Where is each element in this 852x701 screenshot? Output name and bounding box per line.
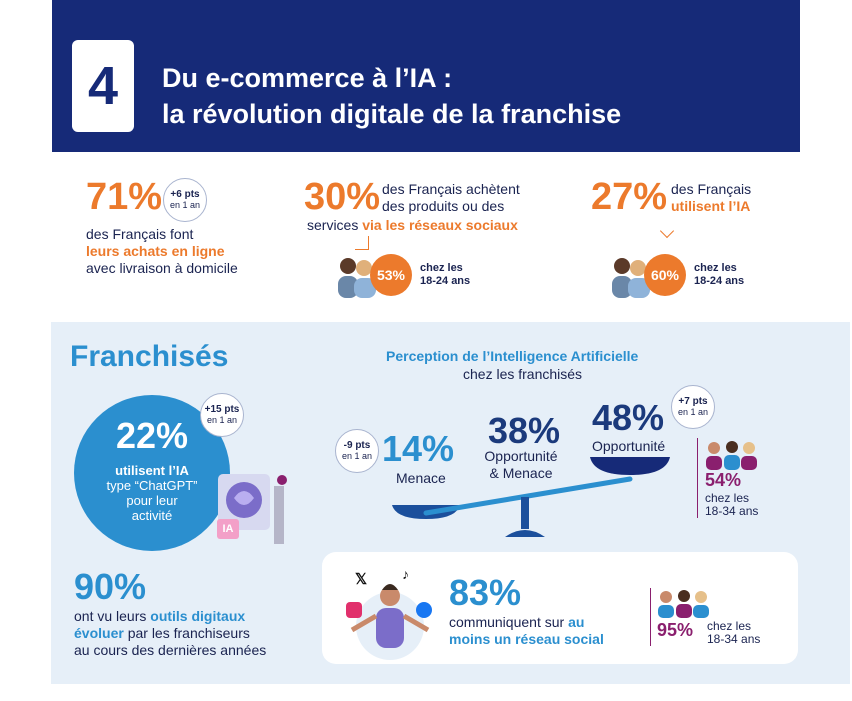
young-value: 54% xyxy=(705,470,742,490)
social-text: communiquent sur au moins un réseau soci… xyxy=(449,614,604,648)
digital-value: 90% xyxy=(74,566,147,607)
young-label: chez les 18-34 ans xyxy=(705,492,758,518)
chatgpt-line2: type “ChatGPT” xyxy=(106,478,198,493)
balance-scale-icon xyxy=(392,457,670,537)
social-line2-highlight: moins un réseau social xyxy=(449,631,604,647)
section-number: 4 xyxy=(72,40,134,132)
stat2-text-top: des Français achètent des produits ou de… xyxy=(382,181,520,215)
stat1-line1: des Français font xyxy=(86,226,194,242)
social-value: 83% xyxy=(449,572,522,613)
header-banner xyxy=(52,0,800,152)
opp-label: Opportunité xyxy=(592,438,666,454)
chatgpt-line4: activité xyxy=(131,508,173,523)
chatgpt-line1: utilisent l’IA xyxy=(115,463,189,478)
digital-line1-highlight: outils digitaux xyxy=(150,608,246,624)
both-label1: Opportunité xyxy=(484,448,558,464)
opp-value: 48% xyxy=(592,397,665,438)
stat1-badge: +6 pts en 1 an xyxy=(163,178,207,222)
stat3-sub-label1: chez les xyxy=(694,262,737,274)
social-young-label1: chez les xyxy=(707,619,752,633)
stat2-line1: des Français achètent xyxy=(382,181,520,197)
stat2-value: 30% xyxy=(304,176,381,218)
title-line-2: la révolution digitale de la franchise xyxy=(162,99,622,129)
digital-text: ont vu leurs outils digitaux évoluer par… xyxy=(74,608,266,659)
chatgpt-badge: +15 pts en 1 an xyxy=(200,393,244,437)
both-label2: & Menace xyxy=(489,465,553,481)
perception-title: Perception de l’Intelligence Artificiell… xyxy=(386,348,639,364)
young-label1: chez les xyxy=(705,491,750,505)
chatgpt-badge-pts: +15 pts xyxy=(204,404,240,415)
stat2-sub-value: 53% xyxy=(370,254,412,296)
opp-badge-period: en 1 an xyxy=(677,407,709,417)
digital-line1-prefix: ont vu leurs xyxy=(74,608,151,624)
ai-brain-illustration xyxy=(218,474,287,544)
stat3-arrow-icon xyxy=(659,223,675,239)
franchises-heading: Franchisés xyxy=(70,340,229,373)
stat2-sub-label: chez les 18-24 ans xyxy=(420,262,470,288)
tiktok-icon: ♪ xyxy=(402,566,409,582)
social-young-label2: 18-34 ans xyxy=(707,632,761,646)
stat1-line2: leurs achats en ligne xyxy=(86,243,225,259)
stat1-text: des Français font leurs achats en ligne … xyxy=(86,226,238,277)
young-divider xyxy=(697,438,698,518)
stat2-line3-highlight: via les réseaux sociaux xyxy=(362,217,518,233)
people-group-icon xyxy=(658,590,709,618)
social-media-illustration xyxy=(346,584,432,660)
page-title: Du e-commerce à l’IA : la révolution dig… xyxy=(162,60,621,132)
stat1-badge-period: en 1 an xyxy=(169,200,201,210)
people-icon xyxy=(338,258,376,298)
people-group-icon xyxy=(706,441,757,470)
people-icon xyxy=(612,258,650,298)
opp-badge-pts: +7 pts xyxy=(678,396,708,407)
chatgpt-badge-period: en 1 an xyxy=(206,415,238,425)
menace-value: 14% xyxy=(382,428,455,469)
stat2-line3-prefix: services xyxy=(307,217,363,233)
menace-badge-period: en 1 an xyxy=(341,451,373,461)
stat2-arrow-icon xyxy=(355,236,369,250)
chatgpt-line3: pour leur xyxy=(126,493,178,508)
young-label2: 18-34 ans xyxy=(705,504,759,518)
stat3-sub: 60% chez les 18-24 ans xyxy=(608,252,744,298)
social-young-label: chez les 18-34 ans xyxy=(707,620,760,646)
stat3-line1: des Français xyxy=(671,181,752,197)
title-line-1: Du e-commerce à l’IA : xyxy=(162,63,453,93)
social-young-divider xyxy=(650,588,651,646)
menace-badge-pts: -9 pts xyxy=(343,440,371,451)
stat2-text-bottom: services via les réseaux sociaux xyxy=(307,217,518,234)
menace-label: Menace xyxy=(396,470,446,486)
stat1-line3: avec livraison à domicile xyxy=(86,260,238,276)
both-value: 38% xyxy=(488,410,561,451)
stat1-badge-pts: +6 pts xyxy=(170,189,200,200)
ia-tag: IA xyxy=(217,519,239,539)
digital-line2-suffix: par les franchiseurs xyxy=(123,625,250,641)
opp-badge: +7 pts en 1 an xyxy=(671,385,715,429)
stat3-line2: utilisent l’IA xyxy=(671,198,751,214)
menace-badge: -9 pts en 1 an xyxy=(335,429,379,473)
chatgpt-value: 22% xyxy=(115,415,189,456)
social-line1-prefix: communiquent sur xyxy=(449,614,569,630)
stat3-sub-label: chez les 18-24 ans xyxy=(694,262,744,288)
stat3-sub-label2: 18-24 ans xyxy=(694,275,745,287)
stat2-sub-label1: chez les xyxy=(420,262,463,274)
social-young-value: 95% xyxy=(657,620,694,640)
digital-line2-highlight: évoluer xyxy=(74,625,124,641)
stat3-value: 27% xyxy=(591,176,668,218)
x-icon: 𝕏 xyxy=(355,571,368,588)
stat3-text: des Français utilisent l’IA xyxy=(671,181,751,215)
social-line1-highlight: au xyxy=(568,614,585,630)
both-label: Opportunité & Menace xyxy=(478,448,564,482)
stat2-line2: des produits ou des xyxy=(382,198,505,214)
stat2-sub-label2: 18-24 ans xyxy=(420,275,471,287)
stat2-sub: 53% chez les 18-24 ans xyxy=(334,252,470,298)
stat3-sub-value: 60% xyxy=(644,254,686,296)
perception-subtitle: chez les franchisés xyxy=(463,366,583,382)
digital-line3: au cours des dernières années xyxy=(74,642,267,658)
stat1-value: 71% xyxy=(86,176,163,218)
